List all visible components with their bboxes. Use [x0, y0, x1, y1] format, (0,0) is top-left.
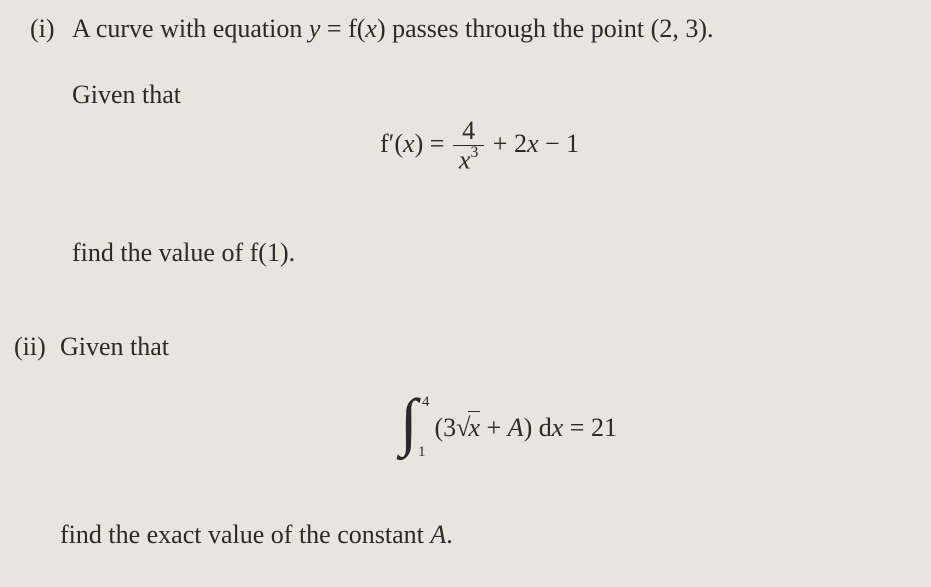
int-upper: 4 — [422, 394, 430, 411]
int-plus: + — [487, 413, 502, 442]
sqrt-radicand: x — [468, 411, 480, 443]
part-i-given: Given that — [72, 80, 181, 110]
eq-close: ) — [377, 14, 386, 43]
fraction: 4 x3 — [453, 118, 484, 174]
task2-tail: . — [446, 520, 453, 549]
lp2: ( — [435, 413, 444, 442]
integral-sign: ∫ 4 1 — [400, 396, 428, 458]
task-arg: (1). — [258, 238, 295, 267]
arg-x: x — [403, 129, 415, 158]
task-f: f — [250, 238, 259, 267]
intro-text-2: passes through the point — [392, 14, 651, 43]
rp: ) — [415, 129, 430, 158]
task-pre: find the value of — [72, 238, 250, 267]
op1: + — [493, 129, 508, 158]
two: 2 — [514, 129, 527, 158]
lp: ( — [394, 129, 403, 158]
eq-equals: = — [327, 14, 348, 43]
intro-text-1: A curve with equation — [72, 14, 309, 43]
part-i-task: find the value of f(1). — [72, 238, 295, 268]
part-i-label: (i) — [30, 14, 55, 44]
sqrt: √x — [456, 411, 480, 443]
dx-d: d — [539, 413, 552, 442]
den-x: x — [459, 146, 471, 175]
op2: − — [545, 129, 560, 158]
part-ii-label: (ii) — [14, 332, 46, 362]
part-ii-given: Given that — [60, 332, 169, 362]
dx-x: x — [552, 413, 564, 442]
point: (2, 3). — [651, 14, 714, 43]
frac-num: 4 — [453, 118, 484, 146]
den-exp: 3 — [470, 144, 478, 161]
one: 1 — [566, 129, 579, 158]
fprime: f′ — [380, 129, 394, 158]
eq-f: f — [348, 14, 357, 43]
int-symbol: ∫ — [400, 390, 418, 454]
part-i-equation: f′(x) = 4 x3 + 2x − 1 — [380, 118, 579, 174]
frac-den: x3 — [453, 146, 484, 174]
part-ii-task: find the exact value of the constant A. — [60, 520, 453, 550]
task2-pre: find the exact value of the constant — [60, 520, 430, 549]
task2-const: A — [430, 520, 446, 549]
integrand: (3√x + A) dx = 21 — [435, 411, 617, 443]
coeff3: 3 — [443, 413, 456, 442]
part-ii-equation: ∫ 4 1 (3√x + A) dx = 21 — [400, 396, 617, 458]
const-a: A — [508, 413, 524, 442]
rp2: ) — [524, 413, 533, 442]
x2: x — [527, 129, 539, 158]
int-result: 21 — [591, 413, 617, 442]
part-i-intro: A curve with equation y = f(x) passes th… — [72, 14, 713, 44]
eq-y: y — [309, 14, 321, 43]
int-lower: 1 — [418, 444, 426, 461]
eq-sign: = — [430, 129, 445, 158]
eq-x: x — [365, 14, 377, 43]
int-eq: = — [570, 413, 585, 442]
